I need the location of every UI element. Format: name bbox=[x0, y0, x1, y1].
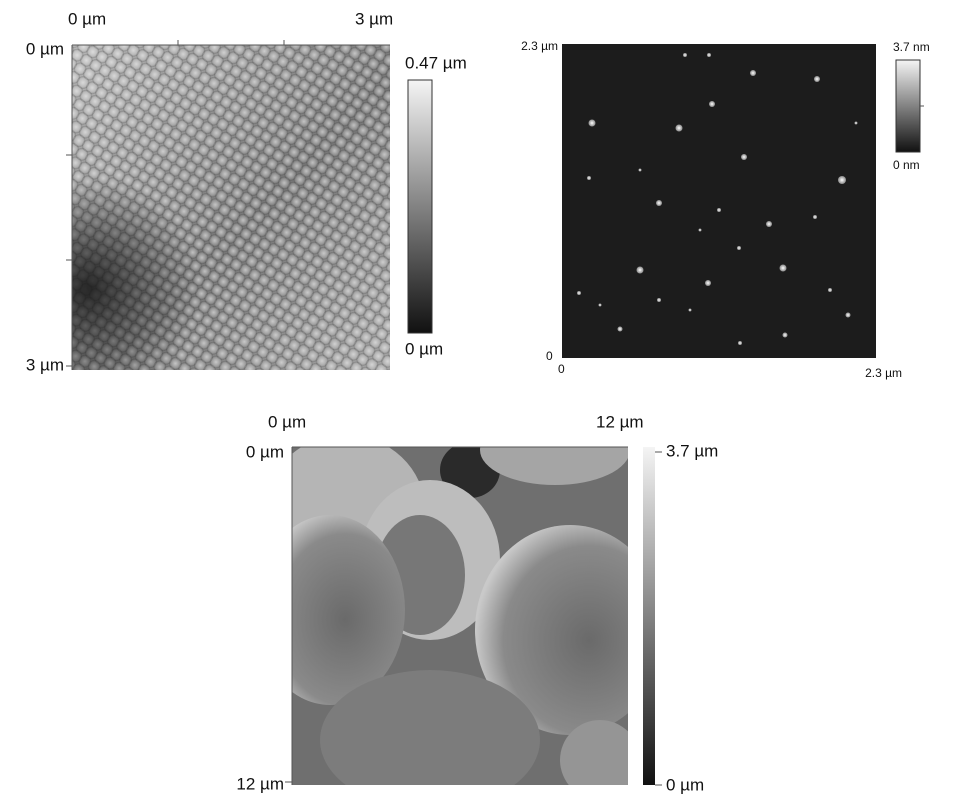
particle bbox=[783, 333, 788, 338]
x-start-label: 0 bbox=[558, 362, 565, 376]
afm-shadow bbox=[72, 45, 390, 370]
particle bbox=[709, 101, 715, 107]
particle bbox=[656, 200, 662, 206]
particle bbox=[707, 53, 711, 57]
particle bbox=[589, 120, 596, 127]
scale-max-label: 0.47 µm bbox=[405, 53, 467, 72]
particle bbox=[587, 176, 591, 180]
particle bbox=[828, 288, 832, 292]
particle bbox=[780, 265, 787, 272]
particle bbox=[577, 291, 581, 295]
particle bbox=[657, 298, 661, 302]
color-bar bbox=[408, 80, 432, 333]
particle bbox=[814, 76, 820, 82]
color-bar bbox=[896, 60, 920, 152]
y-start-label: 0 bbox=[546, 349, 553, 363]
particle bbox=[676, 125, 683, 132]
x-end-label: 12 µm bbox=[596, 412, 644, 431]
scale-min-label: 0 µm bbox=[666, 775, 704, 794]
y-end-label: 2.3 µm bbox=[521, 39, 558, 53]
particle bbox=[705, 280, 711, 286]
panel-a: 0 µm 3 µm 0 µm 3 µm 0.47 µm 0 µm bbox=[26, 9, 467, 374]
particle bbox=[699, 229, 702, 232]
x-end-label: 3 µm bbox=[355, 9, 393, 28]
afm-image bbox=[562, 44, 876, 358]
page: 0 µm 3 µm 0 µm 3 µm 0.47 µm 0 µm 2.3 µm … bbox=[0, 0, 953, 797]
particle bbox=[738, 341, 742, 345]
y-end-label: 3 µm bbox=[26, 355, 64, 374]
cell-shape bbox=[560, 720, 640, 797]
particle bbox=[618, 327, 623, 332]
particle bbox=[750, 70, 756, 76]
particle bbox=[683, 53, 687, 57]
panel-b: 2.3 µm 0 0 2.3 µm 3.7 nm 0 nm bbox=[521, 39, 930, 380]
particle bbox=[717, 208, 721, 212]
scale-max-label: 3.7 nm bbox=[893, 40, 930, 54]
scale-min-label: 0 nm bbox=[893, 158, 920, 172]
particle bbox=[838, 176, 846, 184]
cell-shape bbox=[255, 515, 405, 705]
y-end-label: 12 µm bbox=[236, 774, 284, 793]
y-start-label: 0 µm bbox=[26, 39, 64, 58]
x-start-label: 0 µm bbox=[268, 412, 306, 431]
particle bbox=[741, 154, 747, 160]
x-start-label: 0 µm bbox=[68, 9, 106, 28]
y-start-label: 0 µm bbox=[246, 442, 284, 461]
particle bbox=[855, 122, 858, 125]
particle bbox=[846, 313, 851, 318]
color-bar bbox=[643, 447, 655, 785]
figure: 0 µm 3 µm 0 µm 3 µm 0.47 µm 0 µm 2.3 µm … bbox=[0, 0, 953, 797]
panel-c: 0 µm 12 µm 0 µm 12 µm 3.7 µm 0 µm bbox=[236, 412, 718, 797]
particle bbox=[737, 246, 741, 250]
x-end-label: 2.3 µm bbox=[865, 366, 902, 380]
particle bbox=[813, 215, 817, 219]
particle bbox=[766, 221, 772, 227]
particle bbox=[599, 304, 602, 307]
particle bbox=[689, 309, 692, 312]
scale-min-label: 0 µm bbox=[405, 339, 443, 358]
scale-max-label: 3.7 µm bbox=[666, 441, 718, 460]
particle bbox=[637, 267, 644, 274]
particle bbox=[639, 169, 642, 172]
